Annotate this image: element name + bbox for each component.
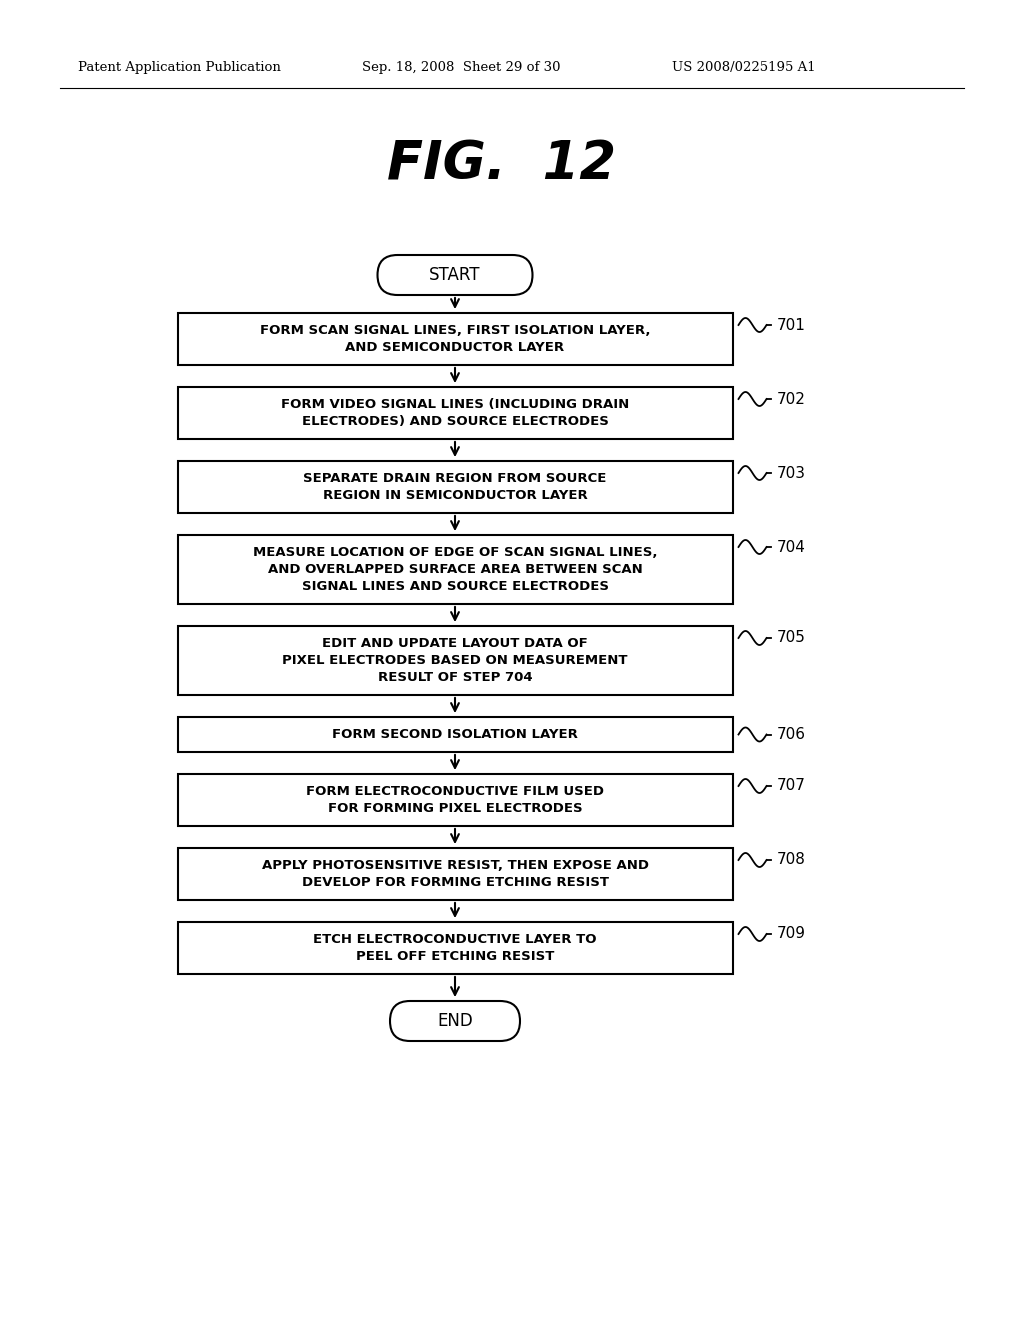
Text: PIXEL ELECTRODES BASED ON MEASUREMENT: PIXEL ELECTRODES BASED ON MEASUREMENT: [283, 653, 628, 667]
Text: 704: 704: [776, 540, 805, 554]
Text: DEVELOP FOR FORMING ETCHING RESIST: DEVELOP FOR FORMING ETCHING RESIST: [301, 876, 608, 888]
Text: FORM SCAN SIGNAL LINES, FIRST ISOLATION LAYER,: FORM SCAN SIGNAL LINES, FIRST ISOLATION …: [260, 323, 650, 337]
Text: Patent Application Publication: Patent Application Publication: [78, 62, 281, 74]
Text: US 2008/0225195 A1: US 2008/0225195 A1: [672, 62, 816, 74]
Bar: [177, 921, 732, 974]
Text: AND SEMICONDUCTOR LAYER: AND SEMICONDUCTOR LAYER: [345, 341, 564, 354]
Text: FORM VIDEO SIGNAL LINES (INCLUDING DRAIN: FORM VIDEO SIGNAL LINES (INCLUDING DRAIN: [281, 399, 629, 411]
Text: APPLY PHOTOSENSITIVE RESIST, THEN EXPOSE AND: APPLY PHOTOSENSITIVE RESIST, THEN EXPOSE…: [261, 859, 648, 873]
Text: 701: 701: [776, 318, 805, 333]
Text: ETCH ELECTROCONDUCTIVE LAYER TO: ETCH ELECTROCONDUCTIVE LAYER TO: [313, 933, 597, 946]
Text: EDIT AND UPDATE LAYOUT DATA OF: EDIT AND UPDATE LAYOUT DATA OF: [323, 638, 588, 649]
Text: 705: 705: [776, 631, 805, 645]
Text: RESULT OF STEP 704: RESULT OF STEP 704: [378, 671, 532, 684]
Bar: [177, 313, 732, 366]
Text: PEEL OFF ETCHING RESIST: PEEL OFF ETCHING RESIST: [355, 950, 554, 964]
Bar: [177, 535, 732, 605]
Text: FORM SECOND ISOLATION LAYER: FORM SECOND ISOLATION LAYER: [332, 729, 578, 741]
Text: 708: 708: [776, 853, 805, 867]
FancyBboxPatch shape: [378, 255, 532, 294]
Text: SEPARATE DRAIN REGION FROM SOURCE: SEPARATE DRAIN REGION FROM SOURCE: [303, 473, 606, 484]
Text: 707: 707: [776, 779, 805, 793]
Text: Sep. 18, 2008  Sheet 29 of 30: Sep. 18, 2008 Sheet 29 of 30: [362, 62, 560, 74]
Text: FIG.  12: FIG. 12: [387, 139, 616, 191]
Text: 702: 702: [776, 392, 805, 407]
Text: ELECTRODES) AND SOURCE ELECTRODES: ELECTRODES) AND SOURCE ELECTRODES: [301, 414, 608, 428]
Text: START: START: [429, 267, 480, 284]
Text: REGION IN SEMICONDUCTOR LAYER: REGION IN SEMICONDUCTOR LAYER: [323, 488, 588, 502]
Text: FOR FORMING PIXEL ELECTRODES: FOR FORMING PIXEL ELECTRODES: [328, 803, 583, 814]
Text: 703: 703: [776, 466, 806, 480]
FancyBboxPatch shape: [390, 1001, 520, 1041]
Bar: [177, 387, 732, 440]
Text: 709: 709: [776, 927, 806, 941]
Bar: [177, 717, 732, 752]
Text: SIGNAL LINES AND SOURCE ELECTRODES: SIGNAL LINES AND SOURCE ELECTRODES: [301, 579, 608, 593]
Text: FORM ELECTROCONDUCTIVE FILM USED: FORM ELECTROCONDUCTIVE FILM USED: [306, 785, 604, 799]
Bar: [177, 847, 732, 900]
Text: 706: 706: [776, 727, 806, 742]
Bar: [177, 626, 732, 696]
Text: AND OVERLAPPED SURFACE AREA BETWEEN SCAN: AND OVERLAPPED SURFACE AREA BETWEEN SCAN: [267, 564, 642, 576]
Text: MEASURE LOCATION OF EDGE OF SCAN SIGNAL LINES,: MEASURE LOCATION OF EDGE OF SCAN SIGNAL …: [253, 546, 657, 558]
Text: END: END: [437, 1012, 473, 1030]
Bar: [177, 774, 732, 826]
Bar: [177, 461, 732, 513]
